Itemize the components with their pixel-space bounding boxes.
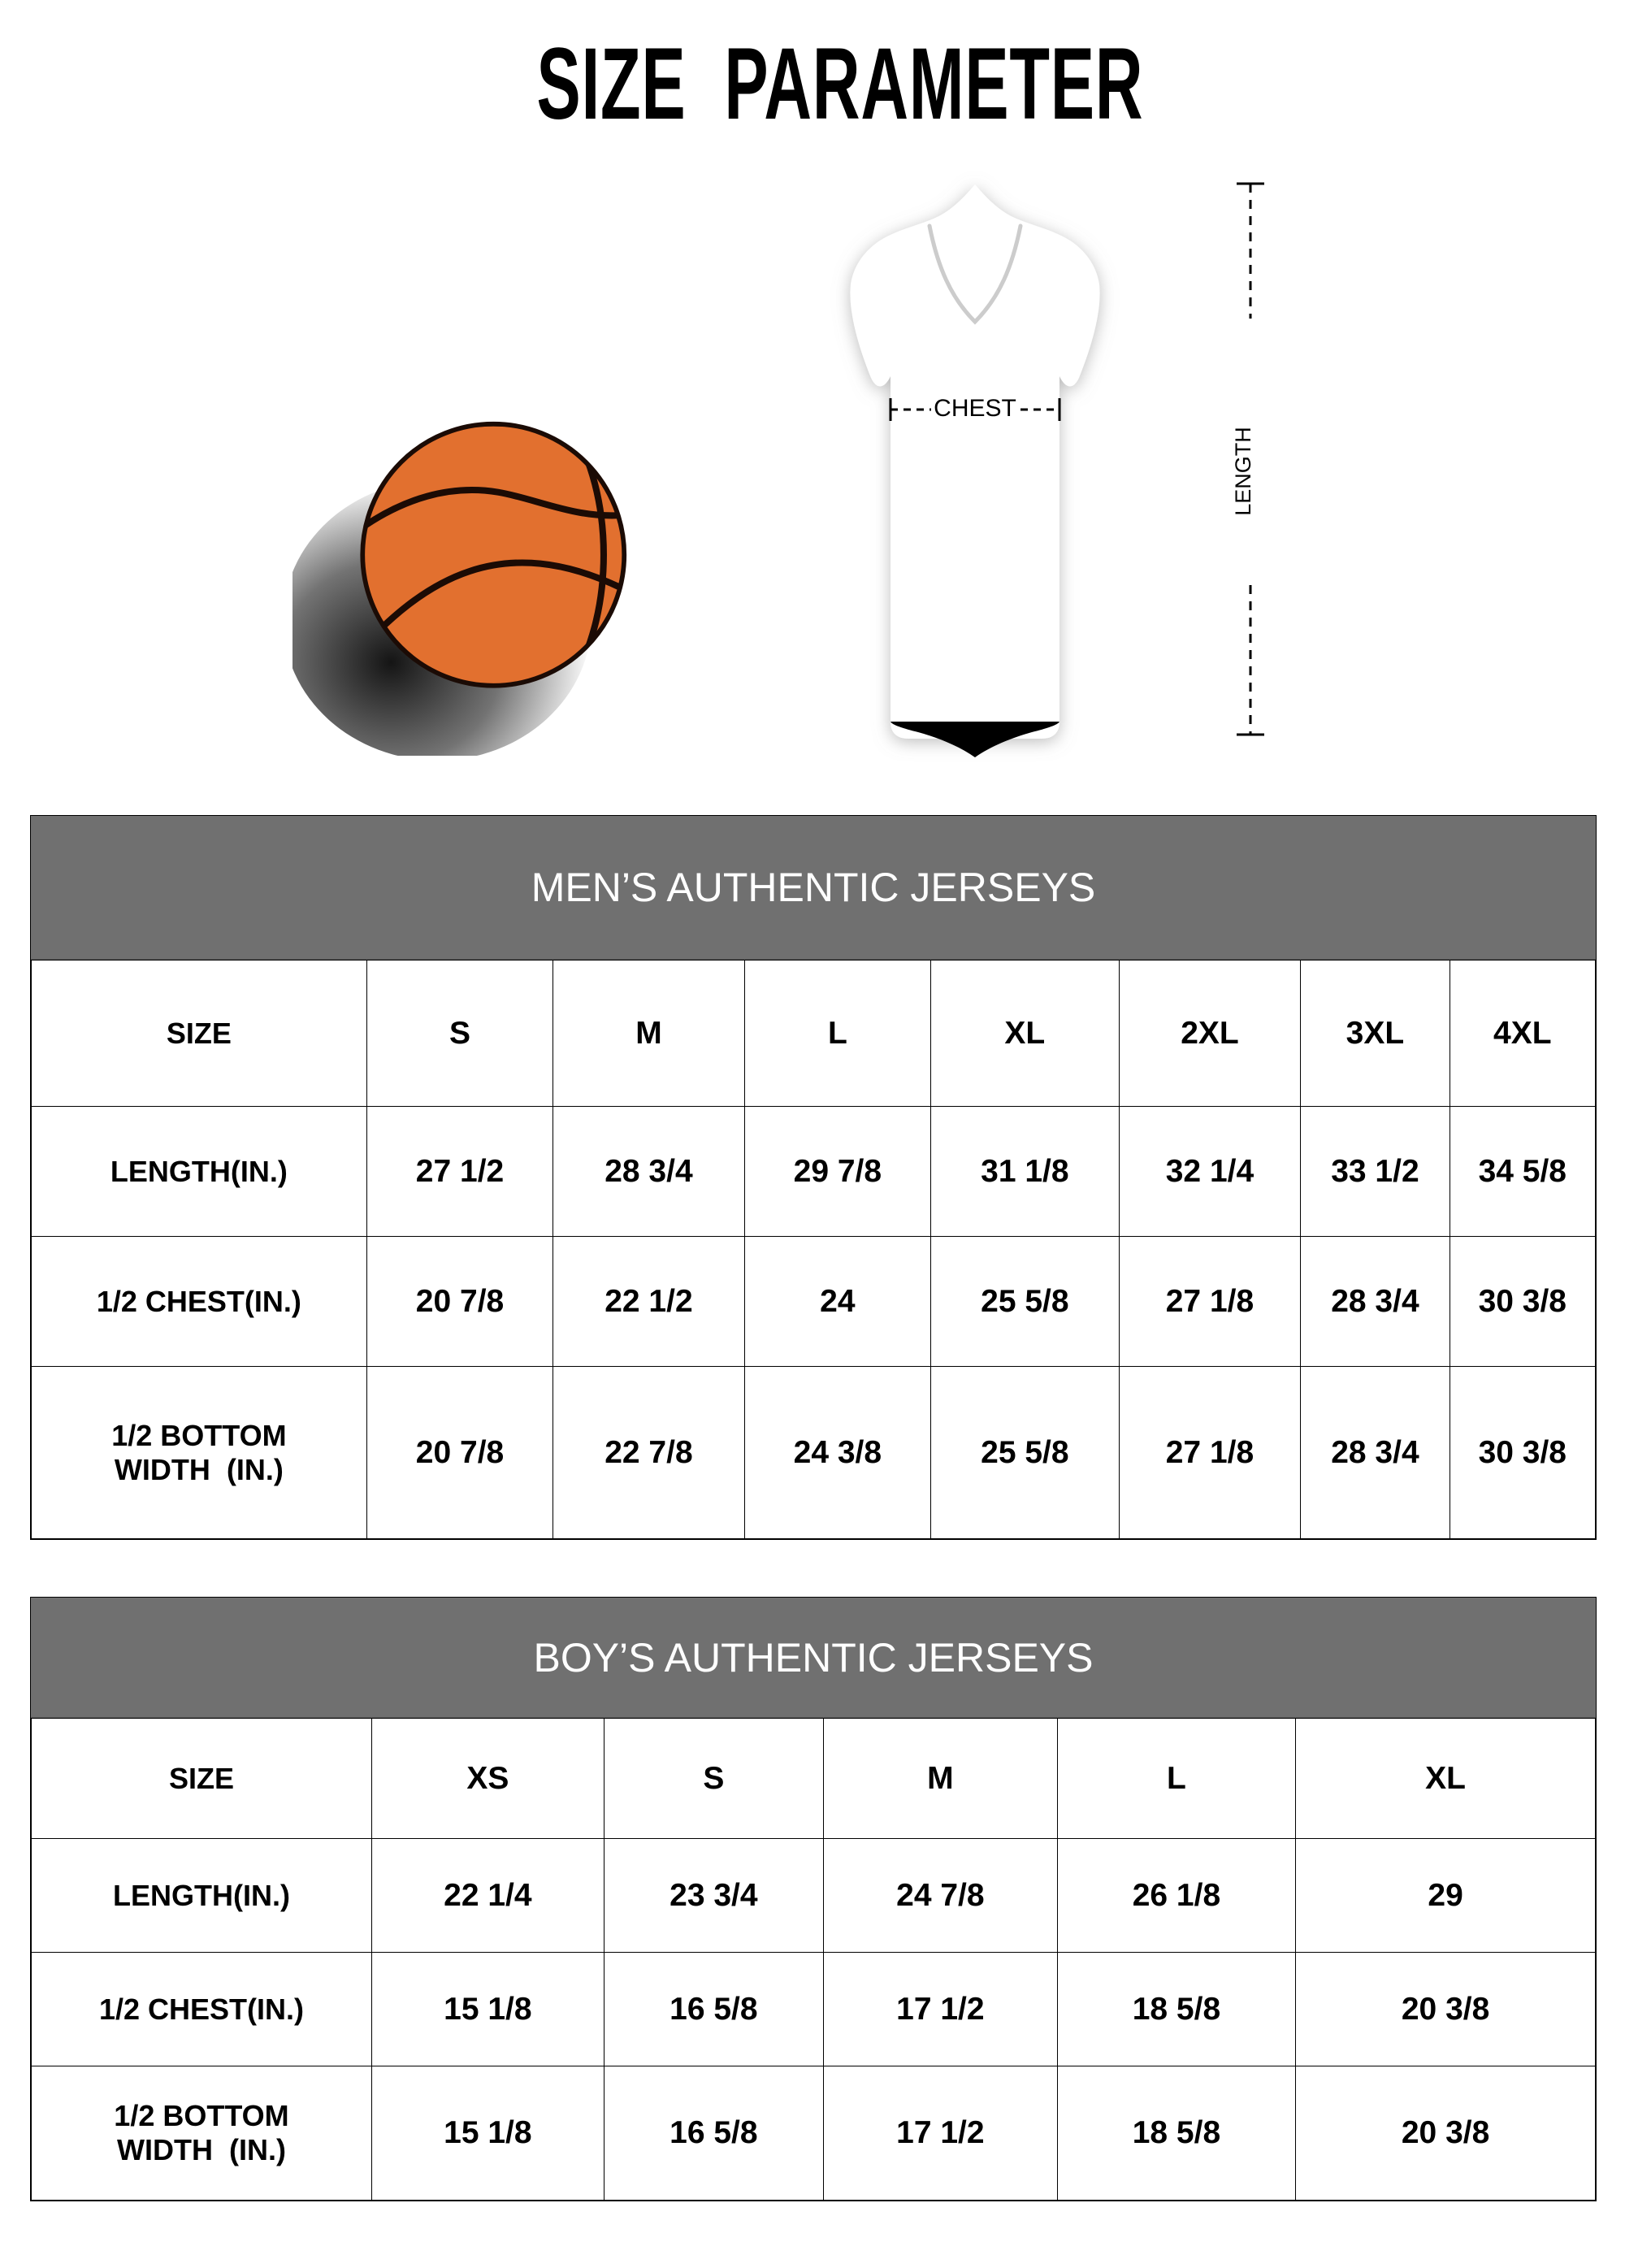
svg-text:CHEST: CHEST <box>934 395 1016 422</box>
svg-text:LENGTH: LENGTH <box>1231 427 1255 516</box>
